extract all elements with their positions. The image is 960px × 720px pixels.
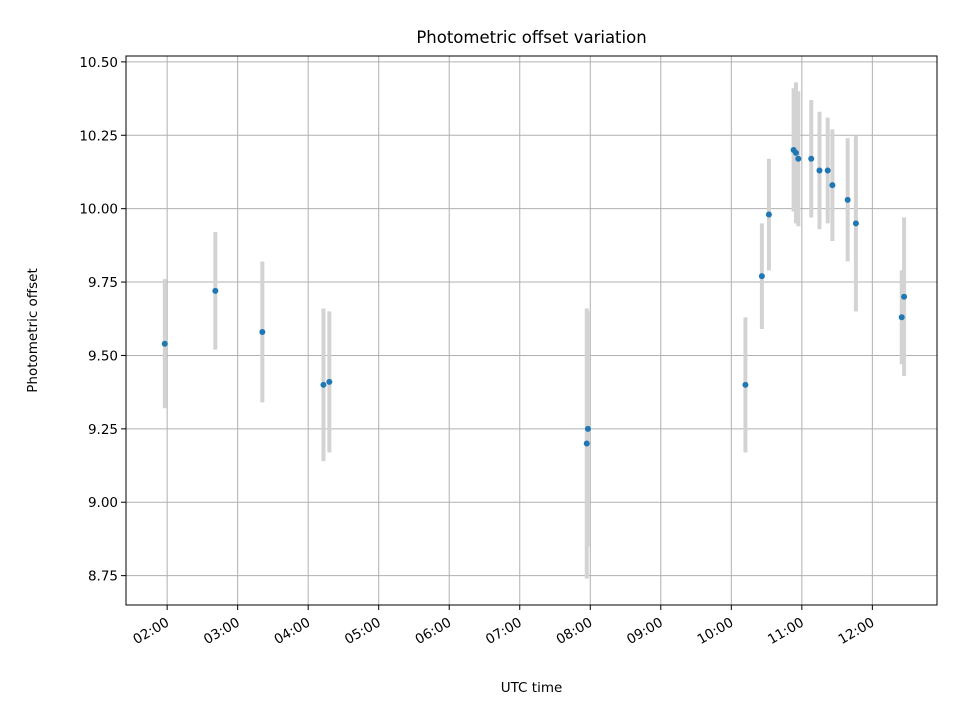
data-point [583,440,590,447]
y-tick-label: 9.50 [88,348,118,364]
data-point [161,340,168,347]
y-axis-label: Photometric offset [25,268,41,392]
data-point [259,328,266,335]
data-point [852,220,859,227]
data-point [808,155,815,162]
y-tick-label: 9.75 [88,275,118,291]
plot-frame [125,55,938,606]
data-point [844,196,851,203]
data-point [326,378,333,385]
y-axis-ticks: 8.75 9.00 9.25 9.50 9.75 10.00 10.25 10.50 [79,55,126,585]
y-tick-label: 10.25 [79,128,118,144]
data-point [212,287,219,294]
y-tick-label: 8.75 [88,569,118,585]
y-tick-label: 10.50 [79,55,118,71]
data-point [898,314,905,321]
data-point [795,155,802,162]
data-point [824,167,831,174]
data-point [742,381,749,388]
data-points [161,146,908,447]
data-point [584,425,591,432]
data-point [758,273,765,280]
data-point [816,167,823,174]
data-point [765,211,772,218]
data-point [320,381,327,388]
y-tick-label: 9.25 [88,422,118,438]
data-point [792,149,799,156]
data-point [829,182,836,189]
data-point [901,293,908,300]
y-tick-label: 9.00 [88,495,118,511]
x-axis-label: UTC time [501,680,563,696]
y-tick-label: 10.00 [79,202,118,218]
grid [126,56,937,605]
chart-title: Photometric offset variation [416,28,646,47]
